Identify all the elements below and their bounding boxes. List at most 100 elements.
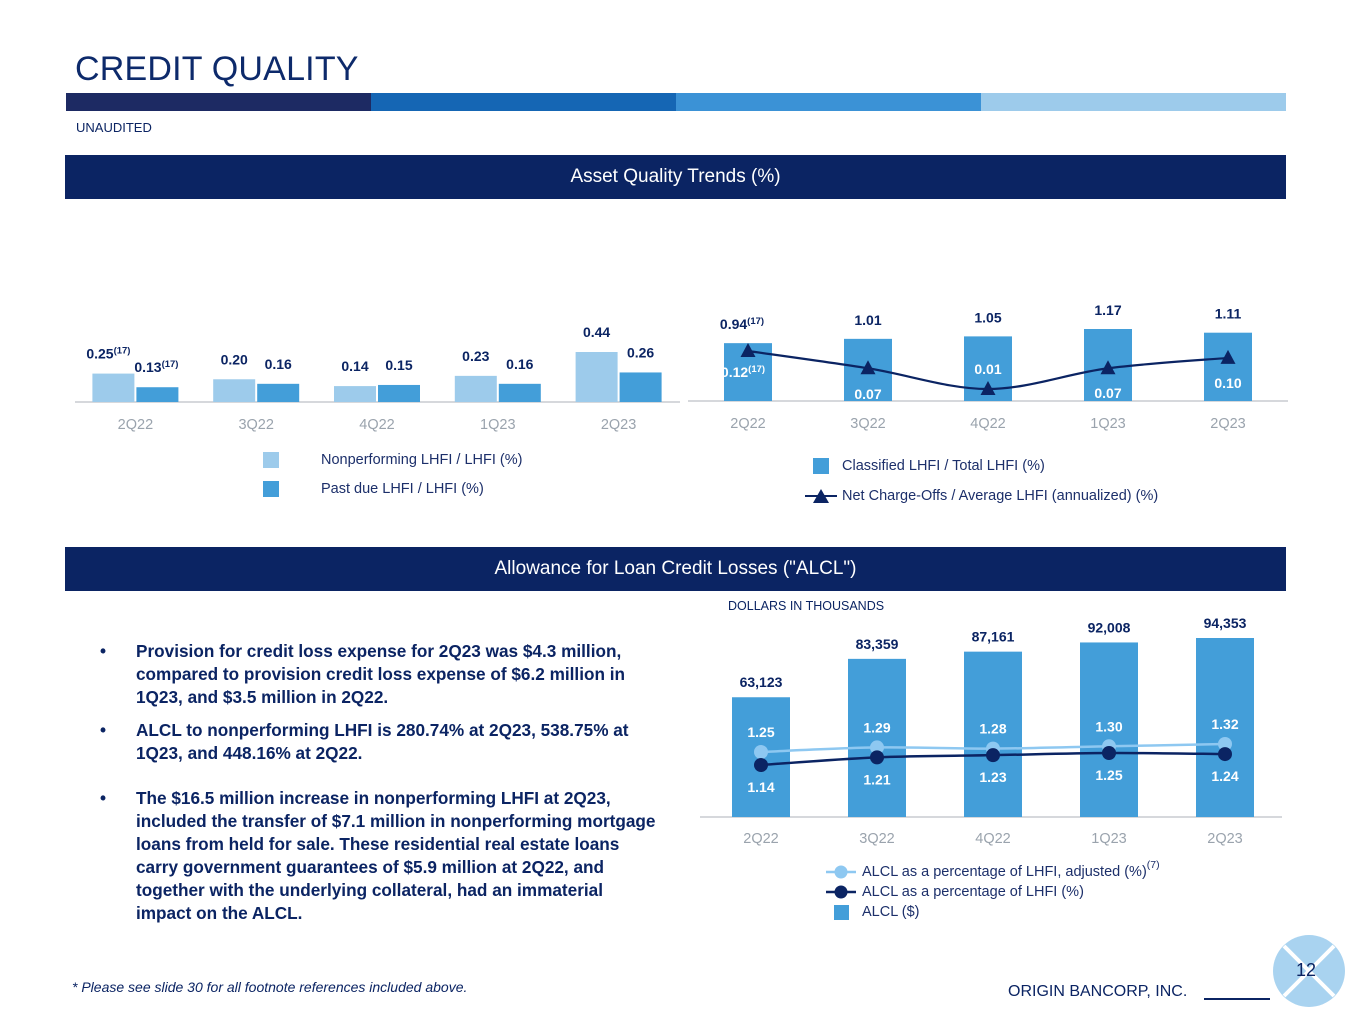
data-label-alcl-adjusted: 1.32 [1211, 716, 1238, 732]
x-tick-label: 3Q22 [850, 416, 885, 432]
x-tick-label: 4Q22 [975, 831, 1010, 847]
data-label-alcl: 83,359 [856, 636, 899, 652]
bar-alcl [964, 651, 1022, 817]
data-label-past-due: 0.16 [506, 356, 533, 372]
data-label-classified: 1.01 [854, 312, 881, 328]
alcl-banner: Allowance for Loan Credit Losses ("ALCL"… [65, 547, 1286, 591]
legend-past-due-swatch [263, 481, 279, 497]
data-label-classified: 1.05 [974, 309, 1001, 325]
x-tick-label: 1Q23 [1090, 416, 1125, 432]
bar-past-due [378, 384, 420, 402]
asset-quality-banner: Asset Quality Trends (%) [65, 155, 1286, 199]
bullet-marker: • [100, 641, 107, 661]
alcl-adjusted-marker [1218, 737, 1232, 751]
bullet-marker: • [100, 788, 107, 808]
bar-alcl [1080, 642, 1138, 817]
nonperforming-chart: 0.25(17)0.13(17) 2Q22 0.20 0.16 3Q22 0.14 0.15… [75, 324, 680, 433]
data-label-alcl-pct: 1.23 [979, 769, 1006, 785]
x-tick-label: 1Q23 [1091, 831, 1126, 847]
legend-alcl-pct-label: ALCL as a percentage of LHFI (%) [862, 884, 1084, 900]
nco-marker-triangle [1220, 349, 1236, 364]
legend-alcl-pct: ALCL as a percentage of LHFI (%) [826, 884, 1084, 900]
bar-nonperforming [454, 375, 497, 402]
bullet-text: Provision for credit loss expense for 2Q… [136, 641, 626, 707]
legend-alcl-dollars-label: ALCL ($) [862, 904, 920, 920]
alcl-adjusted-marker [870, 740, 884, 755]
data-label-alcl: 63,123 [740, 674, 783, 690]
bullet-marker: • [100, 720, 107, 740]
bar-alcl [848, 658, 906, 817]
nco-marker-triangle [740, 343, 756, 357]
company-underline [1204, 998, 1270, 1000]
data-label-nonperforming: 0.44 [583, 324, 610, 340]
x-tick-label: 2Q22 [743, 831, 778, 847]
data-label-past-due: 0.26 [627, 344, 654, 360]
classified-chart: 0.94(17) 2Q22 1.01 3Q22 1.05 4Q22 1.17 1Q23 1.11… [688, 302, 1288, 432]
alcl-adjusted-marker [754, 745, 768, 759]
legend-nonperforming-swatch [263, 452, 279, 468]
data-label-nco: 0.07 [854, 386, 881, 402]
data-label-past-due: 0.13(17) [134, 359, 178, 375]
x-tick-label: 2Q22 [118, 417, 153, 433]
legend-past-due: Past due LHFI / LHFI (%) [263, 481, 484, 497]
page-subtitle: UNAUDITED [76, 120, 152, 135]
data-label-nco: 0.07 [1094, 385, 1121, 401]
alcl-pct-marker [754, 758, 768, 772]
data-label-alcl: 87,161 [972, 629, 1015, 645]
nco-marker-triangle [980, 381, 996, 395]
legend-nco-label: Net Charge-Offs / Average LHFI (annualiz… [842, 488, 1159, 504]
legend-alcl-adjusted-footnote: (7) [1146, 859, 1160, 871]
bar-past-due [619, 372, 662, 402]
data-label-alcl-adjusted: 1.29 [863, 719, 890, 735]
bullet-item: • Provision for credit loss expense for … [100, 640, 660, 709]
data-label-nco: 0.01 [974, 361, 1001, 377]
x-tick-label: 4Q22 [359, 417, 394, 433]
page-number: 12 [1296, 960, 1317, 980]
data-label-alcl-adjusted: 1.25 [747, 724, 774, 740]
alcl-pct-marker [1102, 746, 1116, 760]
bar-nonperforming [334, 386, 376, 402]
header-stripe-1 [66, 93, 372, 111]
x-tick-label: 1Q23 [480, 417, 515, 433]
data-label-nco: 0.12(17) [721, 364, 765, 380]
origin-logo-icon [1273, 935, 1345, 1007]
data-label-alcl-pct: 1.25 [1095, 767, 1122, 783]
legend-past-due-label: Past due LHFI / LHFI (%) [321, 481, 484, 497]
alcl-pct-marker [870, 750, 884, 765]
data-label-nonperforming: 0.23 [462, 348, 489, 364]
data-label-nco: 0.10 [1214, 375, 1241, 391]
legend-alcl-adjusted-icon [826, 865, 856, 879]
legend-alcl-adjusted: ALCL as a percentage of LHFI, adjusted (… [826, 859, 1160, 880]
bar-nonperforming [213, 379, 256, 402]
alcl-pct-marker [1218, 747, 1232, 762]
bar-alcl [1196, 638, 1254, 817]
legend-nco: Net Charge-Offs / Average LHFI (annualiz… [805, 487, 1158, 505]
alcl-chart: 63,123 2Q22 83,359 3Q22 87,161 4Q22 92,008 1Q23… [700, 615, 1282, 847]
header-stripe-3 [676, 93, 982, 111]
bar-nonperforming [575, 352, 618, 402]
data-label-classified: 0.94(17) [720, 316, 764, 332]
data-label-nonperforming: 0.20 [221, 351, 248, 367]
bar-past-due [136, 387, 179, 402]
nco-marker-triangle [860, 360, 876, 375]
page-title: CREDIT QUALITY [75, 50, 359, 88]
legend-alcl-dollars-swatch [834, 904, 849, 920]
data-label-past-due: 0.15 [385, 357, 412, 373]
data-label-past-due: 0.16 [265, 356, 292, 372]
legend-alcl-pct-icon [826, 885, 856, 899]
nco-marker-triangle [1100, 360, 1116, 375]
data-label-classified: 1.17 [1094, 302, 1121, 318]
data-label-nonperforming: 0.14 [341, 358, 368, 374]
footnote: * Please see slide 30 for all footnote r… [72, 979, 468, 995]
legend-nonperforming-label: Nonperforming LHFI / LHFI (%) [321, 452, 523, 468]
data-label-alcl-pct: 1.24 [1211, 768, 1238, 784]
legend-classified-swatch [813, 458, 829, 474]
legend-alcl-adjusted-label: ALCL as a percentage of LHFI, adjusted (… [862, 864, 1147, 880]
legend-nco-triangle-icon [805, 489, 837, 503]
alcl-unit-note: DOLLARS IN THOUSANDS [728, 599, 885, 613]
header-stripe-2 [371, 93, 677, 111]
x-tick-label: 3Q22 [238, 417, 273, 433]
bar-classified [1204, 332, 1252, 401]
x-tick-label: 2Q22 [730, 416, 765, 432]
x-tick-label: 2Q23 [1210, 416, 1245, 432]
